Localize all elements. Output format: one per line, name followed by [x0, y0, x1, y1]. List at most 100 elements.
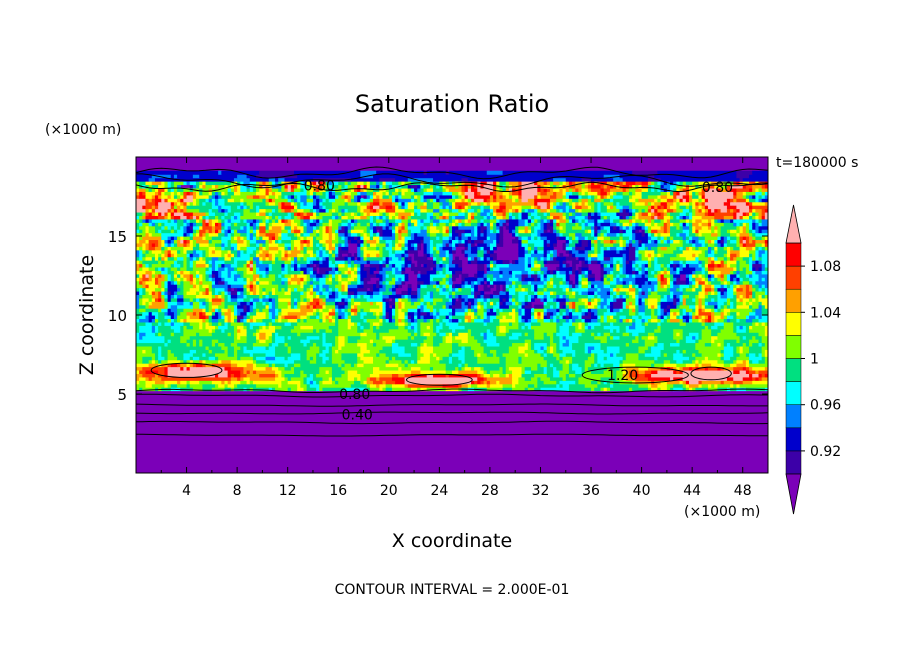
field-cell — [348, 277, 355, 281]
field-cell — [452, 315, 465, 319]
field-cell — [408, 308, 418, 312]
field-cell — [291, 322, 298, 326]
field-cell — [499, 329, 506, 333]
field-cell — [370, 243, 377, 247]
field-cell — [616, 246, 623, 250]
field-cell — [493, 318, 500, 322]
field-cell — [534, 263, 541, 267]
field-cell — [733, 353, 740, 357]
field-cell — [316, 305, 323, 309]
field-cell — [582, 298, 589, 302]
field-cell — [152, 346, 159, 350]
field-cell — [689, 384, 699, 388]
field-cell — [405, 253, 409, 257]
field-cell — [221, 346, 228, 350]
field-cell — [683, 367, 690, 371]
field-cell — [247, 294, 260, 298]
field-cell — [569, 325, 576, 329]
field-cell — [648, 267, 655, 271]
field-cell — [572, 367, 582, 371]
field-cell — [711, 281, 721, 285]
field-cell — [373, 288, 380, 292]
field-cell — [360, 332, 367, 336]
field-cell — [528, 301, 532, 305]
field-cell — [247, 332, 254, 336]
field-cell — [540, 363, 547, 367]
field-cell — [234, 233, 241, 237]
field-cell — [234, 339, 247, 343]
field-cell — [559, 325, 569, 329]
field-cell — [648, 298, 658, 302]
field-cell — [661, 246, 668, 250]
field-cell — [512, 370, 522, 374]
field-cell — [266, 339, 273, 343]
field-cell — [398, 363, 405, 367]
field-cell — [711, 336, 718, 340]
field-cell — [326, 353, 333, 357]
field-cell — [202, 342, 212, 346]
field-cell — [724, 346, 734, 350]
field-cell — [285, 315, 298, 319]
field-cell — [329, 325, 339, 329]
field-cell — [338, 250, 348, 254]
field-cell — [158, 315, 165, 319]
field-cell — [155, 380, 165, 384]
field-cell — [544, 356, 557, 360]
field-cell — [724, 322, 734, 326]
field-cell — [759, 250, 766, 254]
field-cell — [522, 239, 529, 243]
field-cell — [395, 253, 402, 257]
field-cell — [174, 263, 181, 267]
field-cell — [683, 360, 693, 364]
field-cell — [531, 325, 557, 329]
field-cell — [177, 260, 184, 264]
field-cell — [392, 377, 405, 381]
field-cell — [572, 322, 579, 326]
field-cell — [392, 291, 396, 295]
field-cell — [389, 360, 402, 364]
field-cell — [525, 370, 532, 374]
field-cell — [145, 257, 152, 261]
field-cell — [398, 322, 405, 326]
field-cell — [386, 380, 396, 384]
field-cell — [638, 339, 645, 343]
field-cell — [433, 339, 443, 343]
field-cell — [477, 267, 484, 271]
field-cell — [439, 291, 449, 295]
field-cell — [164, 380, 177, 384]
field-cell — [458, 263, 462, 267]
field-cell — [607, 233, 617, 237]
field-cell — [474, 239, 484, 243]
field-cell — [714, 312, 721, 316]
field-cell — [281, 318, 288, 322]
field-cell — [525, 267, 532, 271]
field-cell — [288, 363, 295, 367]
field-cell — [522, 236, 529, 240]
field-cell — [626, 263, 633, 267]
field-cell — [752, 325, 765, 329]
field-cell — [471, 246, 478, 250]
field-cell — [635, 325, 645, 329]
field-cell — [307, 377, 314, 381]
field-cell — [698, 236, 705, 240]
field-cell — [439, 360, 449, 364]
field-cell — [506, 360, 519, 364]
field-cell — [373, 370, 412, 374]
field-cell — [525, 367, 532, 371]
field-cell — [465, 353, 475, 357]
field-cell — [367, 380, 374, 384]
field-cell — [559, 236, 566, 240]
field-cell — [493, 291, 500, 295]
field-cell — [563, 342, 570, 346]
field-cell — [733, 377, 743, 381]
field-cell — [240, 336, 247, 340]
field-cell — [240, 301, 247, 305]
field-cell — [664, 360, 671, 364]
field-cell — [616, 281, 623, 285]
field-cell — [332, 367, 342, 371]
field-cell — [556, 274, 566, 278]
field-cell — [689, 380, 699, 384]
field-cell — [300, 339, 310, 343]
field-cell — [752, 274, 759, 278]
field-cell — [474, 284, 478, 288]
